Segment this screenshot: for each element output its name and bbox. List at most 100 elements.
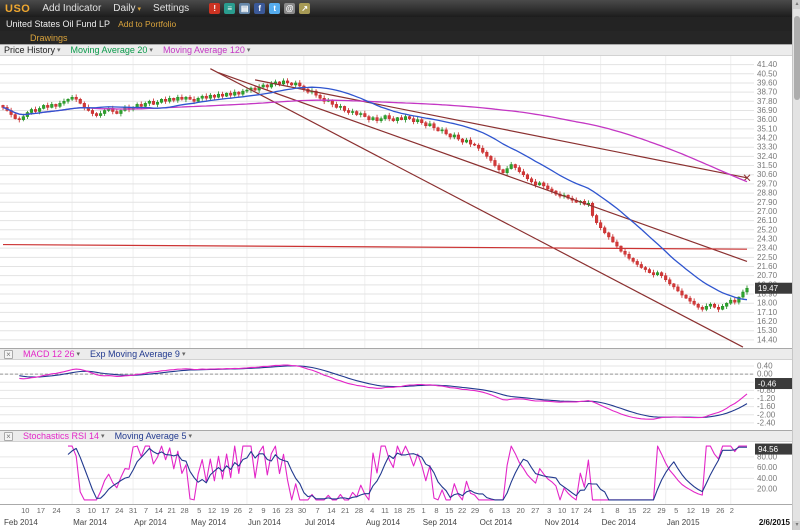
macd-panel: MACD 12 26 Exp Moving Average 9 0.400.00… [0, 348, 792, 430]
chevron-down-icon [247, 45, 251, 56]
ma20-legend[interactable]: Moving Average 20 [71, 45, 153, 56]
svg-text:33.30: 33.30 [757, 143, 778, 152]
svg-text:23.40: 23.40 [757, 244, 778, 253]
svg-text:29.70: 29.70 [757, 179, 778, 188]
svg-text:41.40: 41.40 [757, 60, 778, 69]
price-history-legend[interactable]: Price History [4, 45, 61, 56]
svg-text:26: 26 [234, 506, 242, 515]
macd-signal-label: Exp Moving Average 9 [90, 348, 180, 359]
alert-icon[interactable] [209, 3, 221, 14]
stochastics-legend[interactable]: Stochastics RSI 14 [23, 431, 105, 442]
chevron-down-icon [101, 431, 105, 442]
macd-legend[interactable]: MACD 12 26 [23, 349, 80, 360]
price-chart[interactable]: 41.4040.5039.6038.7037.8036.9036.0035.10… [0, 56, 792, 348]
chevron-down-icon [188, 431, 192, 442]
timeframe-dropdown[interactable]: Daily [113, 3, 141, 14]
grid-icon[interactable] [224, 3, 236, 14]
toolbar-icons [209, 3, 311, 14]
svg-text:17: 17 [101, 506, 109, 515]
svg-text:26.10: 26.10 [757, 216, 778, 225]
macd-chart[interactable]: 0.400.00-0.40-0.80-1.20-1.60-2.00-2.40-0… [0, 360, 792, 430]
svg-text:26: 26 [716, 506, 724, 515]
fund-name: United States Oil Fund LP [6, 19, 111, 29]
svg-text:28.80: 28.80 [757, 189, 778, 198]
close-panel-icon[interactable] [4, 431, 13, 441]
facebook-icon[interactable] [254, 3, 266, 14]
svg-text:20.00: 20.00 [757, 485, 778, 494]
svg-text:27.00: 27.00 [757, 207, 778, 216]
svg-text:16: 16 [272, 506, 280, 515]
svg-text:27: 27 [531, 506, 539, 515]
svg-text:-2.00: -2.00 [757, 410, 776, 419]
timeframe-label: Daily [113, 3, 136, 14]
svg-text:Oct 2014: Oct 2014 [480, 518, 513, 527]
svg-text:94.56: 94.56 [758, 445, 779, 454]
scroll-down-icon[interactable] [793, 521, 800, 530]
price-history-label: Price History [4, 44, 56, 55]
svg-text:30: 30 [298, 506, 306, 515]
chevron-down-icon [138, 5, 142, 13]
email-icon[interactable] [284, 3, 296, 14]
stochastics-panel: Stochastics RSI 14 Moving Average 5 80.0… [0, 430, 792, 504]
svg-text:2/6/2015: 2/6/2015 [759, 518, 791, 527]
svg-text:-1.60: -1.60 [757, 402, 776, 411]
svg-text:23: 23 [285, 506, 293, 515]
svg-text:40.00: 40.00 [757, 474, 778, 483]
svg-text:14.40: 14.40 [757, 335, 778, 344]
svg-text:31.50: 31.50 [757, 161, 778, 170]
svg-text:Sep 2014: Sep 2014 [423, 518, 458, 527]
price-panel-header: Price History Moving Average 20 Moving A… [0, 44, 792, 56]
print-icon[interactable] [239, 3, 251, 14]
svg-text:80.00: 80.00 [757, 452, 778, 461]
svg-text:18: 18 [394, 506, 402, 515]
svg-text:28: 28 [355, 506, 363, 515]
close-panel-icon[interactable] [4, 349, 13, 359]
svg-text:36.90: 36.90 [757, 106, 778, 115]
macd-label: MACD 12 26 [23, 348, 75, 359]
scrollbar-thumb[interactable] [794, 16, 800, 100]
svg-text:31: 31 [129, 506, 137, 515]
svg-text:1: 1 [601, 506, 605, 515]
svg-text:2: 2 [249, 506, 253, 515]
popout-icon[interactable] [299, 3, 311, 14]
app-scrollbar[interactable] [792, 0, 800, 530]
symbol-ticker[interactable]: USO [5, 2, 31, 15]
settings-button[interactable]: Settings [153, 3, 190, 14]
svg-text:7: 7 [316, 506, 320, 515]
svg-text:15.30: 15.30 [757, 326, 778, 335]
svg-text:30.60: 30.60 [757, 170, 778, 179]
chevron-down-icon [77, 349, 81, 360]
svg-text:36.00: 36.00 [757, 115, 778, 124]
svg-text:-0.80: -0.80 [757, 386, 776, 395]
svg-text:21.60: 21.60 [757, 262, 778, 271]
svg-text:24: 24 [584, 506, 592, 515]
svg-text:8: 8 [615, 506, 619, 515]
svg-text:-1.20: -1.20 [757, 394, 776, 403]
ma120-legend[interactable]: Moving Average 120 [163, 45, 250, 56]
svg-text:17: 17 [571, 506, 579, 515]
scroll-up-icon[interactable] [793, 0, 800, 9]
svg-text:13: 13 [502, 506, 510, 515]
macd-signal-legend[interactable]: Exp Moving Average 9 [90, 349, 185, 360]
stochastics-chart[interactable]: 80.00 60.00 40.00 20.00 94.56 [0, 442, 792, 504]
twitter-icon[interactable] [269, 3, 281, 14]
svg-text:Mar 2014: Mar 2014 [73, 518, 107, 527]
macd-panel-header: MACD 12 26 Exp Moving Average 9 [0, 348, 792, 360]
price-panel: Price History Moving Average 20 Moving A… [0, 44, 792, 348]
add-to-portfolio-link[interactable]: Add to Portfolio [118, 19, 177, 29]
svg-text:8: 8 [434, 506, 438, 515]
svg-text:1: 1 [422, 506, 426, 515]
svg-text:12: 12 [687, 506, 695, 515]
svg-text:24.30: 24.30 [757, 234, 778, 243]
svg-text:Aug 2014: Aug 2014 [366, 518, 401, 527]
svg-text:34.20: 34.20 [757, 134, 778, 143]
svg-text:Jun 2014: Jun 2014 [248, 518, 281, 527]
stoch-ma-legend[interactable]: Moving Average 5 [115, 431, 192, 442]
svg-text:14: 14 [327, 506, 335, 515]
add-indicator-button[interactable]: Add Indicator [42, 3, 102, 14]
svg-text:19: 19 [221, 506, 229, 515]
svg-text:39.60: 39.60 [757, 78, 778, 87]
svg-text:10: 10 [558, 506, 566, 515]
drawings-menu[interactable]: Drawings [30, 32, 68, 43]
